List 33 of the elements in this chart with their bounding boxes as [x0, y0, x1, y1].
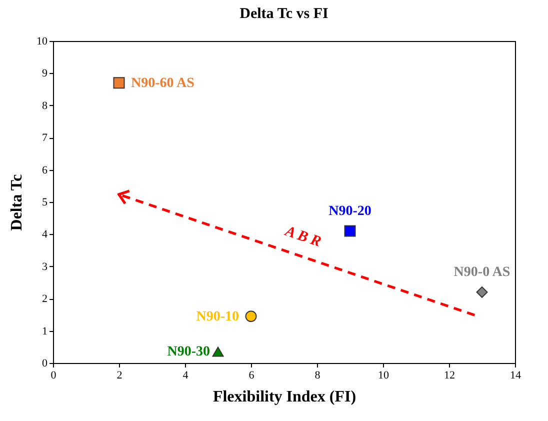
y-tick-label: 9: [42, 68, 48, 80]
y-tick-label: 8: [42, 100, 48, 112]
point: [212, 346, 224, 357]
x-tick-label: 0: [50, 370, 57, 382]
point: [344, 225, 356, 237]
y-tick-label: 0: [42, 358, 48, 370]
x-tick-label: 14: [510, 370, 522, 382]
y-tick-label: 4: [42, 228, 48, 241]
series-label: N90-10: [196, 309, 239, 324]
y-axis-title: Delta Tc: [8, 174, 26, 231]
series-label: N90-30: [167, 344, 210, 360]
y-tick-label: 6: [42, 164, 48, 176]
point: [476, 286, 488, 298]
y-tick-label: 3: [42, 260, 48, 273]
point: [245, 310, 257, 322]
chart-title: Delta Tc vs FI: [240, 6, 329, 22]
series-label: N90-0 AS: [454, 265, 510, 280]
series-label: N90-20: [328, 204, 372, 219]
x-tick-label: 4: [182, 370, 189, 382]
x-tick-label: 12: [444, 370, 455, 382]
annotation: A B R: [282, 223, 324, 250]
x-axis-title: Flexibility Index (FI): [212, 388, 356, 406]
x-tick-label: 8: [314, 370, 321, 382]
x-tick-label: 10: [378, 370, 390, 382]
point: [113, 77, 125, 89]
x-tick-label: 6: [248, 370, 255, 382]
x-tick-label: 2: [116, 370, 122, 382]
y-tick-label: 5: [42, 196, 48, 208]
y-tick-label: 1: [42, 325, 48, 338]
y-tick-label: 7: [42, 132, 48, 144]
series-label: N90-60 AS: [131, 76, 195, 91]
y-tick-label: 10: [36, 36, 48, 48]
y-tick-label: 2: [42, 293, 48, 306]
